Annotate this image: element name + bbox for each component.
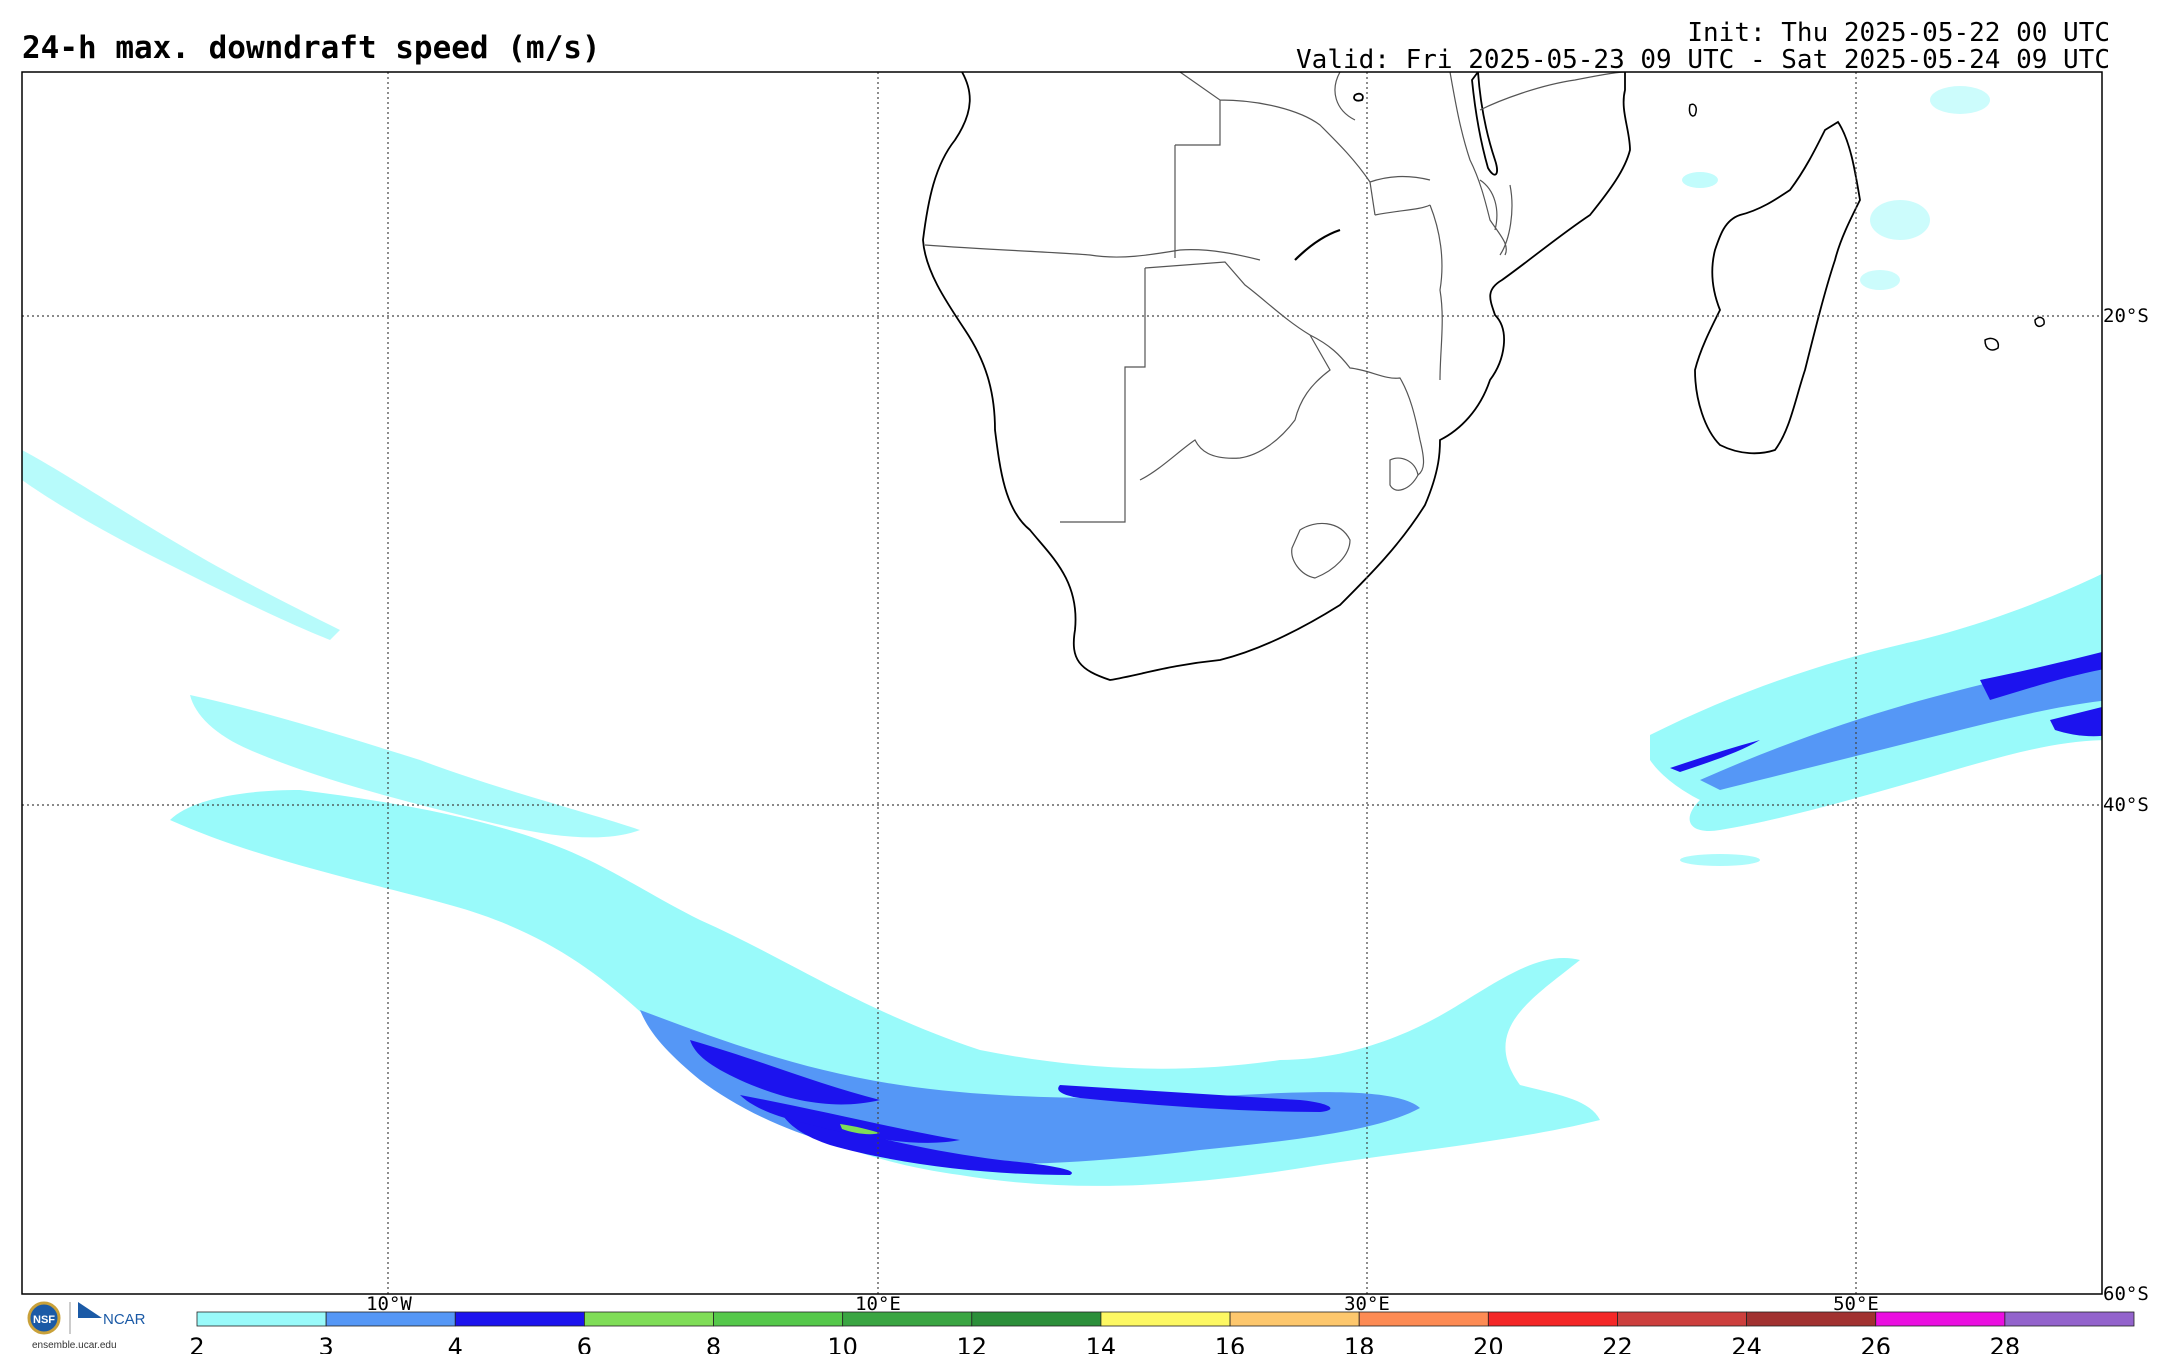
colorbar-tick-label: 12	[957, 1333, 988, 1354]
lon-label-30e: 30°E	[1344, 1293, 1390, 1315]
scattered-cell	[1860, 270, 1900, 290]
lesotho-border	[1291, 522, 1351, 579]
eswatini-border	[1389, 457, 1419, 491]
colorbar-swatch	[1358, 1311, 1489, 1327]
logos: NSF NCAR ensemble.ucar.edu	[27, 1301, 146, 1351]
ensemble-url: ensemble.ucar.edu	[32, 1340, 117, 1351]
contour-4-6-a	[690, 1040, 880, 1105]
colorbar-tick-label: 6	[577, 1333, 592, 1354]
colorbar-tick-label: 14	[1086, 1333, 1117, 1354]
colorbar-tick-label: 10	[827, 1333, 858, 1354]
colorbar-swatch	[2004, 1311, 2135, 1327]
colorbar-tick-label: 26	[1860, 1333, 1891, 1354]
land-features	[922, 72, 2045, 681]
run-info: Init: Thu 2025-05-22 00 UTC Valid: Fri 2…	[1296, 18, 2110, 76]
country-borders	[924, 72, 1626, 523]
africa-coastline	[922, 72, 1631, 681]
colorbar-swatch	[971, 1311, 1102, 1327]
contour-4-6-east-c	[1670, 740, 1760, 772]
lon-label-10w: 10°W	[366, 1293, 412, 1315]
madagascar-coastline	[1694, 120, 1861, 455]
colorbar-swatch	[1617, 1311, 1748, 1327]
lake-kariba	[1294, 228, 1341, 261]
colorbar-swatch	[842, 1311, 973, 1327]
map-frame	[21, 71, 2103, 1295]
nsf-logo-icon	[27, 1301, 61, 1335]
downdraft-field-southern-band	[170, 695, 1600, 1186]
ncar-logo-text: NCAR	[103, 1311, 146, 1328]
contour-4-6-c	[1058, 1085, 1331, 1112]
init-time: Init: Thu 2025-05-22 00 UTC	[1687, 18, 2110, 48]
colorbar-tick-label: 22	[1602, 1333, 1633, 1354]
scattered-cell	[1930, 86, 1990, 114]
colorbar-tick-label: 18	[1344, 1333, 1375, 1354]
lat-label-40s: 40°S	[2103, 794, 2149, 816]
lon-label-10e: 10°E	[855, 1293, 901, 1315]
reunion-island	[1984, 337, 2000, 351]
scattered-cell	[1682, 172, 1718, 188]
contour-4-6-east-b	[2050, 707, 2102, 737]
lat-label-60s: 60°S	[2103, 1283, 2149, 1305]
contour-2-3-west	[190, 695, 640, 838]
contour-6-8	[840, 1124, 880, 1135]
colorbar-swatch	[584, 1311, 714, 1327]
colorbar-swatch	[713, 1311, 844, 1327]
scattered-cell	[1870, 200, 1930, 240]
colorbar-swatch	[1875, 1311, 2006, 1327]
colorbar-tick-label: 3	[318, 1333, 333, 1354]
map-title: 24-h max. downdraft speed (m/s)	[22, 30, 601, 66]
colorbar-swatch	[325, 1311, 456, 1327]
colorbar-swatch	[196, 1311, 327, 1327]
colorbar-swatch	[454, 1311, 585, 1327]
lake-tanganyika	[1353, 92, 1364, 102]
nsf-logo-text: NSF	[33, 1314, 55, 1326]
scattered-west-cells	[22, 450, 340, 640]
downdraft-field-east-band	[1650, 573, 2102, 831]
ncar-logo-icon	[78, 1302, 102, 1318]
downdraft-field-scattered	[22, 86, 1990, 866]
colorbar-tick-label: 4	[448, 1333, 463, 1354]
colorbar-swatch	[1100, 1311, 1231, 1327]
colorbar-tick-label: 16	[1215, 1333, 1246, 1354]
colorbar-tick-label: 8	[706, 1333, 721, 1354]
colorbar-swatch	[1487, 1311, 1618, 1327]
gridlines	[22, 72, 2102, 1294]
colorbar-tick-label: 28	[1990, 1333, 2021, 1354]
lake-malawi	[1471, 72, 1498, 176]
comoros-island	[1688, 103, 1697, 117]
colorbar-tick-label: 2	[189, 1333, 204, 1354]
lon-label-50e: 50°E	[1833, 1293, 1879, 1315]
contour-4-6-b	[780, 1110, 1072, 1175]
contour-2-3	[170, 790, 1600, 1186]
valid-time: Valid: Fri 2025-05-23 09 UTC - Sat 2025-…	[1296, 45, 2110, 76]
colorbar-swatch	[1229, 1311, 1360, 1327]
lat-label-20s: 20°S	[2103, 305, 2149, 327]
scattered-cell	[1680, 854, 1760, 866]
mauritius-island	[2034, 316, 2045, 328]
colorbar-swatch	[1746, 1311, 1877, 1327]
colorbar-tick-label: 20	[1473, 1333, 1504, 1354]
contour-4-6-d	[740, 1095, 960, 1143]
contour-4-6-east-a	[1980, 651, 2102, 700]
colorbar: 2 3 4 6 8 10 12 14 16 18 20 22 24 26 28	[189, 1311, 2135, 1354]
colorbar-tick-label: 24	[1731, 1333, 1762, 1354]
